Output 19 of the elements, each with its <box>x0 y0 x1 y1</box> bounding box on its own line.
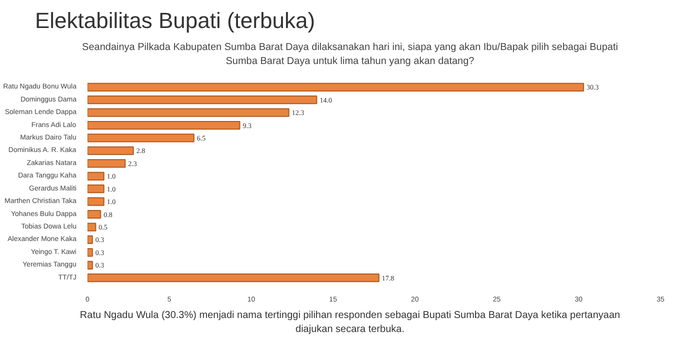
text: Ratu Ngadu Wula (30.3%) menjadi nama tertinggi pilihan responden sebagai Bupati Sumba Barat Daya ketika pertanyaan diajukan secara terbuka. <box>78 309 622 338</box>
bar <box>88 197 104 206</box>
bar <box>88 274 380 282</box>
bar <box>88 248 93 257</box>
chart-subtitle: Seandainya Pilkada Kabupaten Sumba Barat Daya dilaksanakan hari ini, siapa yang akan Ibu/Bapak pilih sebagai Bupati Sumba Barat Daya untuk lima tahun yang akan datang? <box>81 41 619 70</box>
bar <box>88 222 96 232</box>
bar <box>88 82 584 92</box>
bar <box>88 159 126 168</box>
bar <box>88 210 102 219</box>
bar <box>88 120 240 130</box>
bar <box>88 235 93 244</box>
bar <box>88 184 104 194</box>
chart-title: Elektabilitas Bupati (terbuka) <box>35 7 316 35</box>
bar <box>88 134 194 142</box>
bar <box>88 108 290 117</box>
bar <box>88 146 134 156</box>
bar <box>88 96 318 104</box>
bar <box>88 172 104 180</box>
bar <box>88 260 93 270</box>
